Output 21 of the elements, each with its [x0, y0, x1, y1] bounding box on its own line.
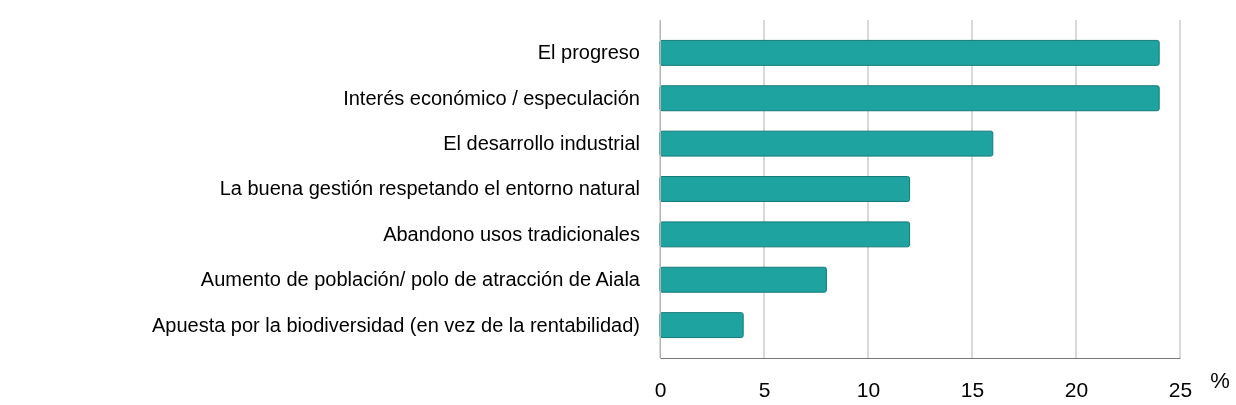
bar: [659, 266, 827, 293]
x-tick-label: 25: [1168, 377, 1193, 401]
y-tick-label: Apuesta por la biodiversidad (en vez de la rentabilidad): [151, 313, 640, 336]
bar: [659, 312, 744, 339]
y-tick-label: Aumento de población/ polo de atracción de Aiala: [200, 268, 641, 291]
y-tick-label: Abandono usos tradicionales: [383, 222, 640, 245]
x-tick-label: 0: [654, 377, 667, 401]
y-tick-label: Interés económico / especulación: [343, 86, 640, 109]
x-axis-title: %: [1210, 368, 1230, 393]
bar: [659, 176, 911, 202]
y-tick-label: El progreso: [537, 41, 640, 64]
bar: [659, 130, 994, 157]
y-tick-label: El desarrollo industrial: [443, 132, 640, 155]
x-tick-label: 5: [758, 377, 771, 401]
bar: [659, 39, 1160, 66]
x-tick-label: 20: [1064, 377, 1089, 401]
y-tick-label: La buena gestión respetando el entorno natural: [219, 177, 640, 200]
x-tick-label: 15: [960, 377, 985, 401]
bar: [659, 221, 911, 248]
bar: [659, 85, 1160, 112]
x-tick-label: 10: [856, 377, 881, 401]
